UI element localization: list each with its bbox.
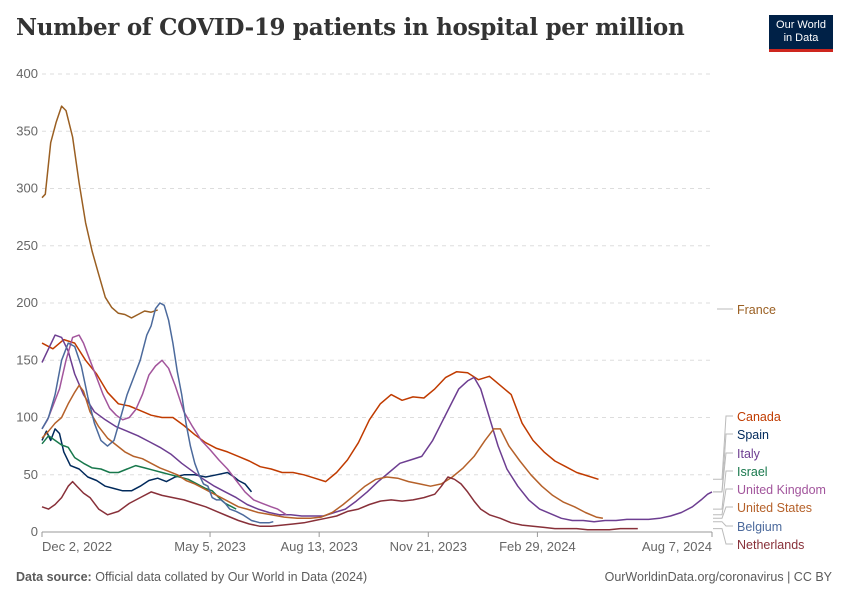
logo-line-1: Our World: [776, 19, 826, 31]
y-tick-label: 350: [16, 123, 38, 138]
y-tick-label: 100: [16, 410, 38, 425]
legend-connector: [713, 415, 733, 480]
x-tick-label: Feb 29, 2024: [499, 539, 576, 554]
legend-connector: [713, 528, 733, 545]
legend: France Canada Spain Italy Israel United Kingd…: [713, 303, 826, 552]
series-line-spain: [41, 428, 253, 493]
legend-label-canada: Canada: [737, 410, 781, 424]
legend-label-spain: Spain: [737, 428, 769, 442]
y-tick-label: 50: [24, 467, 38, 482]
legend-label-united-kingdom: United Kingdom: [737, 483, 826, 497]
x-tick-label: Nov 21, 2023: [390, 539, 467, 554]
x-tick-label: Aug 7, 2024: [642, 539, 712, 554]
x-tick-label: Dec 2, 2022: [42, 539, 112, 554]
legend-label-united-states: United States: [737, 501, 812, 515]
series-line-united-states: [41, 384, 604, 520]
source-label: Data source:: [16, 570, 92, 584]
series-lines: [41, 105, 713, 531]
footer-link[interactable]: OurWorldinData.org/coronavirus | CC BY: [604, 570, 832, 584]
y-tick-label: 0: [31, 524, 38, 539]
logo-line-2: in Data: [783, 32, 819, 44]
y-tick-label: 150: [16, 352, 38, 367]
series-line-canada: [41, 338, 599, 483]
y-tick-label: 300: [16, 181, 38, 196]
source-text: Official data collated by Our World in D…: [95, 570, 368, 584]
series-line-israel: [41, 435, 237, 510]
series-line-france: [41, 105, 158, 319]
y-tick-label: 200: [16, 295, 38, 310]
legend-connector: [713, 521, 733, 527]
legend-label-israel: Israel: [737, 465, 768, 479]
x-tick-label: May 5, 2023: [174, 539, 246, 554]
legend-connector: [713, 488, 733, 516]
legend-label-belgium: Belgium: [737, 520, 782, 534]
legend-label-france: France: [737, 303, 776, 317]
legend-connector: [713, 470, 733, 510]
footer-source: Data source: Official data collated by O…: [16, 570, 367, 584]
y-tick-label: 250: [16, 238, 38, 253]
series-line-netherlands: [41, 476, 638, 531]
y-tick-label: 400: [16, 66, 38, 81]
legend-connector: [713, 506, 733, 519]
x-tick-label: Aug 13, 2023: [280, 539, 357, 554]
legend-label-italy: Italy: [737, 447, 761, 461]
legend-label-netherlands: Netherlands: [737, 538, 804, 552]
series-line-italy: [41, 334, 713, 523]
owid-logo[interactable]: Our World in Data: [769, 15, 833, 52]
series-line-belgium: [41, 302, 274, 524]
series-line-united-kingdom: [41, 334, 287, 516]
legend-connector: [713, 452, 733, 493]
axes: 0 50 100 150 200 250 300 350 400 Dec 2, 2022 May 5…: [16, 66, 713, 554]
chart-title: Number of COVID-19 patients in hospital …: [16, 14, 685, 41]
grid-lines: [42, 73, 712, 533]
